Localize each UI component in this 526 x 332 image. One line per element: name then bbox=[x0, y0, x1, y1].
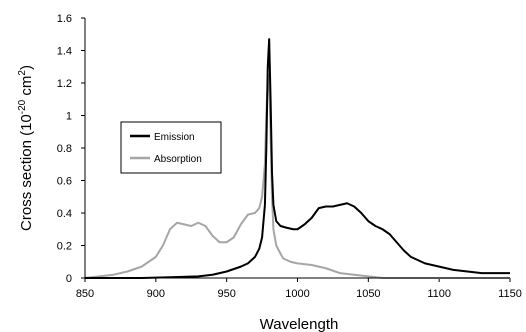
series-layer bbox=[84, 38, 510, 279]
x-tick-label: 1100 bbox=[427, 288, 451, 300]
y-tick-label: 0.2 bbox=[57, 241, 72, 253]
series-line-emission bbox=[85, 38, 510, 279]
x-axis-title: Wavelength bbox=[260, 316, 339, 332]
y-tick-label: 0.6 bbox=[57, 176, 72, 188]
y-tick-label: 1.4 bbox=[57, 46, 72, 58]
y-tick-label: 1.2 bbox=[57, 78, 72, 90]
x-tick-label: 1050 bbox=[356, 288, 380, 300]
legend-label-absorption: Absorption bbox=[154, 154, 202, 165]
y-axis-title-part: cm bbox=[18, 76, 35, 100]
y-axis-title-part: Cross section (10 bbox=[18, 114, 35, 231]
x-tick-label: 950 bbox=[217, 288, 235, 300]
y-tick-label: 0 bbox=[66, 273, 72, 285]
y-axis-title-superscript: -20 bbox=[17, 99, 28, 114]
y-tick-label: 0.8 bbox=[57, 143, 72, 155]
legend-label-emission: Emission bbox=[154, 132, 195, 143]
x-tick-label: 1150 bbox=[498, 288, 522, 300]
x-tick-label: 900 bbox=[147, 288, 165, 300]
y-axis-ticks: 0 0.2 0.4 0.6 0.8 1 1.2 1.4 1.6 bbox=[57, 13, 85, 285]
y-axis-title-part: ) bbox=[18, 65, 35, 70]
x-tick-label: 1000 bbox=[285, 288, 309, 300]
y-tick-label: 0.4 bbox=[57, 208, 72, 220]
y-axis-title: Cross section (10-20 cm2) bbox=[17, 65, 35, 231]
series-line-absorption bbox=[84, 73, 510, 279]
x-tick-label: 850 bbox=[76, 288, 94, 300]
y-tick-label: 1.6 bbox=[57, 13, 72, 25]
legend: Emission Absorption bbox=[120, 121, 222, 174]
x-axis-ticks: 850 900 950 1000 1050 1100 1150 bbox=[76, 278, 522, 300]
y-axis-title-superscript: 2 bbox=[17, 70, 28, 76]
legend-box bbox=[120, 121, 222, 174]
y-tick-label: 1 bbox=[66, 111, 72, 123]
